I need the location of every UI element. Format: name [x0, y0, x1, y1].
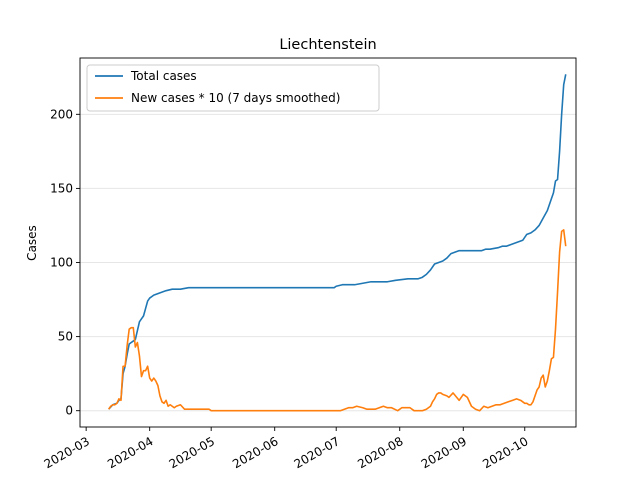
- y-tick-label: 0: [65, 404, 73, 418]
- legend: Total cases New cases * 10 (7 days smooth…: [86, 64, 380, 112]
- series-layer: [108, 74, 567, 412]
- legend-box: [86, 64, 380, 112]
- series-line-2: [108, 229, 567, 412]
- y-tick-label: 50: [58, 330, 73, 344]
- y-axis-label: Cases: [25, 225, 39, 261]
- y-tick-label: 100: [50, 256, 73, 270]
- legend-label-1: Total cases: [130, 69, 197, 83]
- plot-frame: [79, 57, 577, 428]
- y-tick-label: 200: [50, 107, 73, 121]
- gridlines: [80, 113, 576, 412]
- chart-title: Liechtenstein: [279, 37, 376, 53]
- series-line-1: [108, 74, 567, 410]
- y-tick-label: 150: [50, 181, 73, 195]
- legend-label-2: New cases * 10 (7 days smoothed): [131, 91, 340, 105]
